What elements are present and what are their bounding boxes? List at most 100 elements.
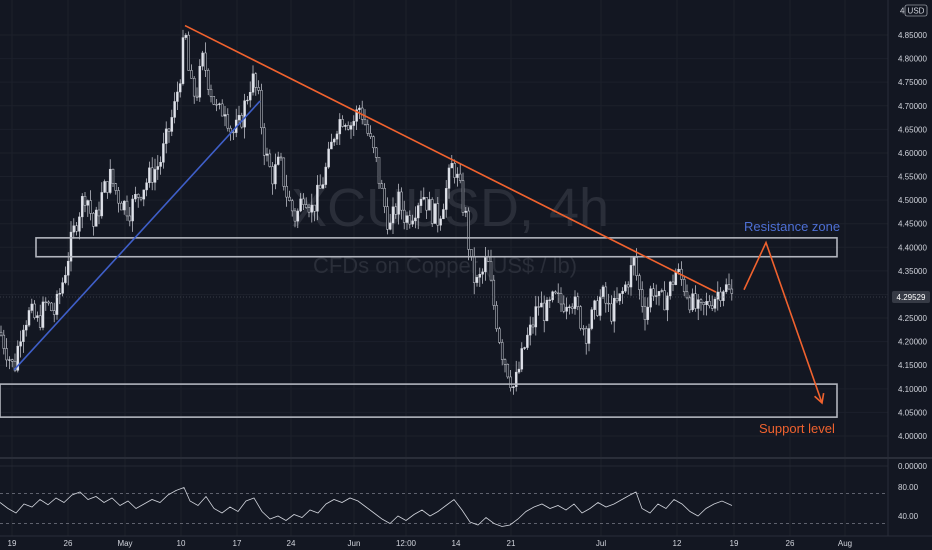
candle-21 [58, 288, 62, 305]
candle-body-91 [254, 73, 258, 88]
candle-232 [649, 285, 652, 313]
candle-body-78 [218, 103, 221, 105]
candle-body-233 [652, 288, 655, 297]
candle-body-126 [352, 121, 356, 126]
candle-260 [727, 273, 731, 291]
candle-body-188 [526, 334, 529, 348]
candle-body-230 [643, 306, 647, 320]
candle-211 [590, 307, 594, 331]
candle-body-165 [461, 180, 465, 213]
candle-body-217 [607, 302, 610, 305]
candle-body-176 [492, 279, 496, 306]
candle-59 [164, 121, 168, 154]
price-tick-7: 4.50000 [898, 196, 927, 205]
candle-55 [153, 158, 157, 191]
candle-238 [666, 292, 669, 322]
oscillator-pane [0, 465, 888, 527]
candle-body-161 [450, 163, 454, 169]
candle-body-99 [276, 156, 280, 165]
candle-111 [310, 193, 314, 223]
candle-10 [27, 307, 31, 328]
price-axis: 4.85000 4.80000 4.75000 4.70000 4.65000 4.600… [898, 31, 927, 441]
candle-body-7 [19, 341, 22, 347]
candle-193 [540, 291, 543, 308]
candle-body-110 [307, 207, 311, 213]
candle-body-137 [383, 188, 386, 207]
candle-27 [75, 221, 78, 236]
price-tick-10: 4.35000 [898, 267, 927, 276]
candle-99 [276, 151, 280, 166]
candles-layer [0, 29, 734, 395]
candle-body-220 [615, 297, 619, 302]
time-tick-0: 19 [8, 539, 17, 548]
candle-100 [279, 152, 283, 161]
candle-201 [562, 295, 566, 314]
candle-73 [204, 42, 207, 77]
candle-body-23 [64, 274, 67, 283]
candle-body-195 [545, 299, 549, 322]
candle-body-231 [646, 306, 650, 320]
candle-body-238 [666, 295, 669, 311]
price-tick-1: 4.80000 [898, 55, 927, 64]
candle-body-259 [724, 284, 728, 292]
price-tick-0: 4.85000 [898, 31, 927, 40]
candle-132 [369, 125, 372, 140]
candle-203 [568, 304, 571, 315]
candle-163 [456, 167, 459, 187]
candle-230 [643, 297, 647, 331]
candle-body-55 [153, 169, 157, 183]
candle-200 [559, 287, 563, 312]
candle-body-38 [106, 181, 109, 193]
candle-35 [97, 201, 101, 225]
candle-231 [646, 297, 650, 325]
candle-body-26 [72, 225, 76, 233]
candle-49 [136, 193, 140, 208]
candle-103 [288, 190, 291, 202]
candle-body-142 [397, 191, 400, 215]
candle-body-254 [710, 305, 714, 309]
candle-206 [576, 292, 580, 311]
candle-223 [624, 281, 627, 294]
candle-155 [433, 203, 437, 224]
candle-46 [128, 207, 132, 227]
candle-152 [425, 197, 428, 219]
candle-body-124 [346, 125, 350, 130]
candle-122 [341, 115, 344, 128]
candle-body-151 [422, 197, 426, 200]
candle-167 [467, 207, 470, 261]
candle-108 [302, 193, 305, 211]
candle-body-131 [366, 124, 370, 134]
candle-39 [108, 159, 112, 195]
candle-body-201 [562, 303, 566, 312]
candle-119 [332, 137, 336, 146]
time-tick-10: Jul [596, 539, 606, 548]
candle-123 [344, 123, 347, 131]
candle-61 [170, 109, 174, 137]
candle-156 [436, 197, 440, 233]
candle-body-102 [285, 186, 288, 198]
candle-112 [313, 204, 316, 222]
candle-26 [72, 218, 76, 239]
candle-body-132 [369, 133, 372, 137]
candle-body-163 [456, 173, 459, 178]
candle-252 [705, 292, 708, 316]
candle-181 [506, 363, 510, 379]
candle-body-64 [178, 83, 182, 93]
candle-51 [142, 189, 146, 207]
candle-body-14 [38, 315, 42, 328]
candle-body-173 [484, 256, 487, 273]
candle-body-250 [699, 299, 703, 303]
candle-body-34 [94, 209, 98, 227]
candle-87 [243, 93, 246, 139]
candle-body-215 [601, 286, 605, 298]
candle-body-152 [425, 197, 428, 211]
candle-body-42 [117, 190, 120, 204]
candle-93 [260, 83, 263, 135]
time-tick-4: 17 [233, 539, 242, 548]
price-tick-12: 4.25000 [898, 314, 927, 323]
candle-body-32 [89, 200, 92, 214]
candle-204 [570, 303, 574, 314]
candle-134 [374, 147, 378, 163]
candle-3 [8, 356, 11, 370]
